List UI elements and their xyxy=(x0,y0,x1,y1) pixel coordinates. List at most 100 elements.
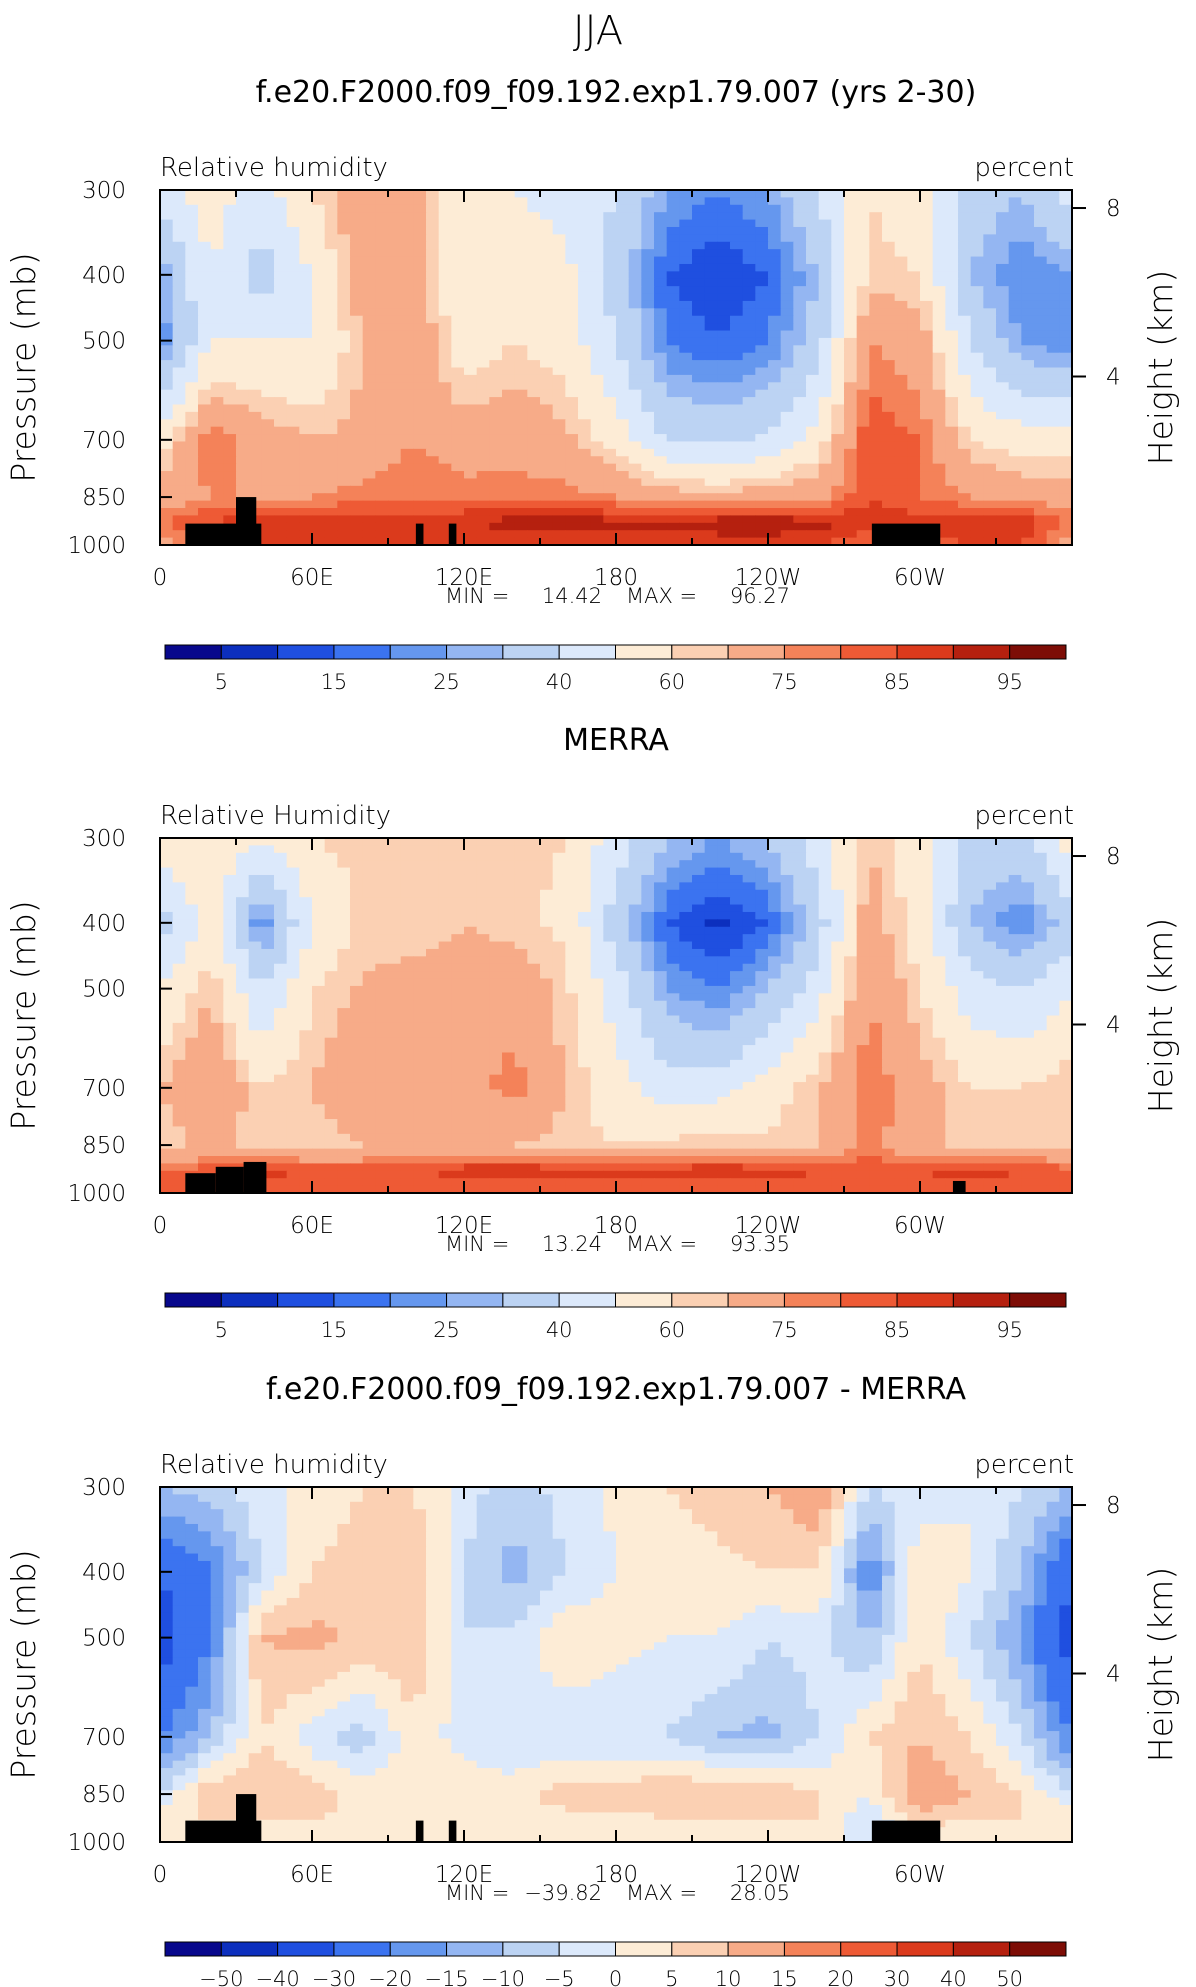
contour-cell xyxy=(590,919,604,928)
contour-cell xyxy=(286,448,300,457)
contour-cell xyxy=(856,360,870,369)
contour-cell xyxy=(476,256,490,265)
contour-cell xyxy=(210,404,224,413)
contour-cell xyxy=(692,337,706,346)
contour-cell xyxy=(514,286,528,295)
contour-cell xyxy=(894,889,908,898)
contour-cell xyxy=(274,241,288,250)
contour-cell xyxy=(1059,197,1073,206)
contour-cell xyxy=(514,500,528,509)
contour-cell xyxy=(324,271,338,280)
contour-cell xyxy=(882,471,896,480)
contour-cell xyxy=(869,971,883,980)
contour-cell xyxy=(755,500,769,509)
contour-cell xyxy=(806,397,820,406)
contour-cell xyxy=(717,419,731,428)
contour-cell xyxy=(666,397,680,406)
contour-cell xyxy=(565,212,579,221)
contour-cell xyxy=(692,315,706,324)
contour-cell xyxy=(958,360,972,369)
contour-cell xyxy=(641,315,655,324)
contour-cell xyxy=(603,860,617,869)
contour-cell xyxy=(958,926,972,935)
contour-cell xyxy=(1034,845,1048,854)
contour-cell xyxy=(692,941,706,950)
contour-cell xyxy=(1008,197,1022,206)
contour-cell xyxy=(400,212,414,221)
contour-cell xyxy=(388,493,402,502)
contour-cell xyxy=(590,852,604,861)
contour-cell xyxy=(616,448,630,457)
contour-cell xyxy=(172,515,186,524)
contour-cell xyxy=(970,278,984,287)
contour-cell xyxy=(464,934,478,943)
contour-cell xyxy=(388,263,402,272)
contour-cell xyxy=(869,860,883,869)
contour-cell xyxy=(362,948,376,957)
contour-cell xyxy=(996,485,1010,494)
contour-cell xyxy=(274,426,288,435)
contour-cell xyxy=(286,271,300,280)
contour-cell xyxy=(552,360,566,369)
contour-cell xyxy=(1008,441,1022,450)
contour-cell xyxy=(831,530,845,539)
contour-cell xyxy=(413,315,427,324)
contour-cell xyxy=(856,397,870,406)
contour-cell xyxy=(856,874,870,883)
contour-cell xyxy=(388,441,402,450)
contour-cell xyxy=(565,530,579,539)
contour-cell xyxy=(641,308,655,317)
contour-cell xyxy=(578,226,592,235)
contour-cell xyxy=(958,419,972,428)
contour-cell xyxy=(1008,382,1022,391)
contour-cell xyxy=(388,293,402,302)
contour-cell xyxy=(768,897,782,906)
y-tick-label: 400 xyxy=(82,263,126,289)
contour-cell xyxy=(552,293,566,302)
contour-cell xyxy=(1034,382,1048,391)
contour-cell xyxy=(1021,911,1035,920)
contour-cell xyxy=(1046,956,1060,965)
contour-cell xyxy=(337,978,351,987)
contour-cell xyxy=(565,419,579,428)
contour-cell xyxy=(489,337,503,346)
contour-cell xyxy=(502,330,516,339)
contour-cell xyxy=(185,515,199,524)
contour-cell xyxy=(780,941,794,950)
contour-cell xyxy=(400,919,414,928)
contour-cell xyxy=(489,249,503,258)
contour-cell xyxy=(362,190,376,198)
contour-cell xyxy=(540,882,554,891)
contour-cell xyxy=(932,448,946,457)
contour-cell xyxy=(692,463,706,472)
contour-cell xyxy=(489,323,503,332)
contour-cell xyxy=(324,889,338,898)
contour-cell xyxy=(983,448,997,457)
contour-cell xyxy=(831,867,845,876)
contour-cell xyxy=(362,845,376,854)
contour-cell xyxy=(160,897,174,906)
contour-cell xyxy=(983,971,997,980)
contour-cell xyxy=(261,300,275,309)
contour-cell xyxy=(932,874,946,883)
contour-cell xyxy=(464,838,478,846)
contour-cell xyxy=(426,963,440,972)
contour-cell xyxy=(844,500,858,509)
contour-cell xyxy=(1059,478,1073,487)
contour-cell xyxy=(438,441,452,450)
contour-cell xyxy=(400,367,414,376)
contour-cell xyxy=(160,904,174,913)
contour-cell xyxy=(438,926,452,935)
x-tick-label: 120E xyxy=(435,565,493,591)
contour-cell xyxy=(236,300,250,309)
contour-cell xyxy=(362,419,376,428)
contour-cell xyxy=(717,919,731,928)
contour-cell xyxy=(920,845,934,854)
contour-cell xyxy=(932,838,946,846)
contour-cell xyxy=(198,345,212,354)
contour-cell xyxy=(983,190,997,198)
contour-cell xyxy=(426,204,440,213)
colorbar-box xyxy=(502,644,560,660)
contour-cell xyxy=(907,926,921,935)
contour-cell xyxy=(1008,404,1022,413)
